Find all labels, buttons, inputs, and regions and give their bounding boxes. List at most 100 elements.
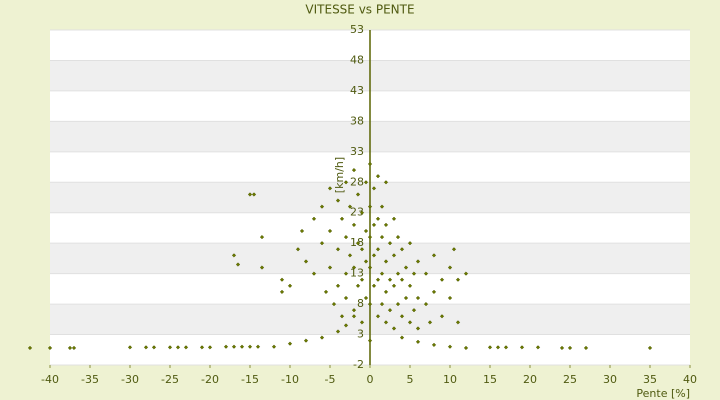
point (359, 320, 365, 325)
point (351, 308, 357, 313)
point (183, 345, 189, 350)
point (287, 283, 293, 288)
point (67, 345, 73, 351)
point (327, 228, 333, 234)
point (303, 259, 309, 264)
point (355, 192, 361, 197)
x-tick-label: 20 (523, 373, 537, 386)
x-tick-label: -15 (241, 373, 259, 386)
point (427, 320, 433, 325)
y-tick-label: -2 (353, 358, 364, 371)
y-tick-label: 23 (350, 206, 364, 219)
point (367, 301, 373, 307)
point (451, 247, 457, 252)
y-tick-label: 43 (350, 84, 364, 97)
point (71, 345, 77, 351)
y-tick-label: 53 (350, 23, 364, 36)
point (335, 329, 341, 334)
point (331, 301, 337, 307)
point (343, 234, 349, 240)
y-tick-label: 3 (357, 328, 364, 341)
point (335, 198, 341, 203)
point (363, 295, 369, 301)
point (383, 259, 389, 264)
point (411, 308, 417, 313)
point (383, 289, 389, 295)
point (279, 277, 285, 282)
point (343, 180, 349, 185)
point (391, 283, 397, 288)
point (387, 241, 393, 246)
x-tick-label: 35 (643, 373, 657, 386)
y-tick-label: 33 (350, 145, 364, 158)
point (487, 345, 493, 350)
point (371, 253, 377, 258)
point (415, 295, 421, 301)
point (383, 320, 389, 325)
point (447, 295, 453, 301)
point (363, 180, 369, 185)
point (395, 234, 401, 240)
point (207, 345, 213, 350)
point (319, 241, 325, 246)
point (403, 265, 409, 270)
point (367, 338, 373, 343)
y-tick-label: 38 (350, 114, 364, 127)
point (415, 326, 421, 331)
point (355, 241, 361, 246)
point (367, 234, 373, 240)
x-tick-label: 25 (563, 373, 577, 386)
point (359, 210, 365, 215)
point (343, 295, 349, 301)
point (379, 301, 385, 307)
point (535, 345, 541, 350)
point (327, 265, 333, 270)
point (327, 186, 333, 191)
point (351, 314, 357, 319)
point (167, 345, 173, 350)
point (415, 259, 421, 264)
y-tick-label: 8 (357, 297, 364, 310)
point (399, 314, 405, 319)
point (399, 247, 405, 252)
point (271, 344, 277, 349)
point (387, 277, 393, 282)
point (319, 204, 325, 209)
point (351, 167, 357, 173)
point (399, 277, 405, 282)
point (455, 277, 461, 282)
x-tick-label: 10 (443, 373, 457, 386)
point (375, 174, 381, 179)
point (47, 345, 53, 351)
x-tick-label: -25 (161, 373, 179, 386)
point (323, 289, 329, 295)
x-tick-label: -5 (325, 373, 336, 386)
point (407, 241, 413, 246)
point (247, 192, 253, 197)
y-axis-title: [km/h] (333, 157, 346, 193)
point (383, 180, 389, 185)
point (375, 247, 381, 252)
point (247, 344, 253, 349)
point (375, 216, 381, 221)
x-tick-label: 0 (367, 373, 374, 386)
point (371, 283, 377, 288)
point (423, 271, 429, 276)
x-tick-label: -35 (81, 373, 99, 386)
point (143, 345, 149, 350)
point (279, 289, 285, 295)
point (287, 341, 293, 346)
point (363, 259, 369, 264)
point (423, 301, 429, 307)
point (431, 253, 437, 258)
point (647, 345, 653, 351)
point (343, 323, 349, 328)
point (199, 345, 205, 350)
chart-title: VITESSE vs PENTE (305, 3, 414, 17)
point (339, 216, 345, 221)
point (367, 161, 373, 167)
y-tick-label: 48 (350, 53, 364, 66)
point (311, 216, 317, 221)
point (127, 345, 133, 350)
